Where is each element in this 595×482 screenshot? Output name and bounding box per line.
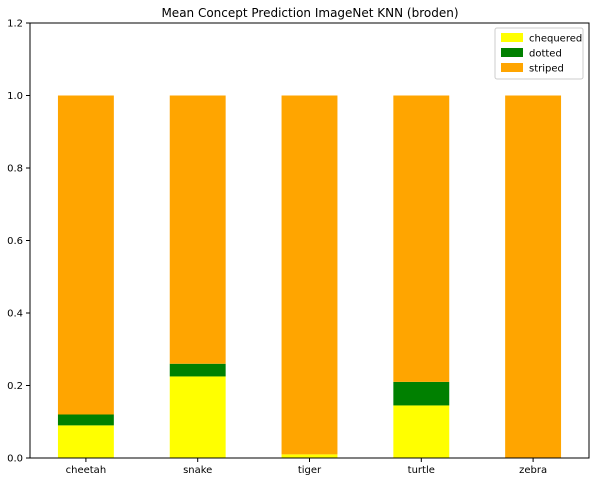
y-tick-label: 1.2 (7, 19, 23, 30)
bar-cheetah-striped (57, 95, 114, 415)
chart-title: Mean Concept Prediction ImageNet KNN (br… (161, 6, 458, 20)
y-tick-label: 0.4 (7, 309, 23, 320)
x-tick-label-cheetah: cheetah (66, 465, 107, 476)
bar-cheetah-chequered (57, 425, 114, 458)
legend-label-chequered: chequered (529, 34, 582, 45)
y-tick-label: 0.6 (7, 236, 23, 247)
bar-snake-dotted (169, 363, 226, 377)
legend-swatch-chequered (501, 33, 523, 42)
axes-group: 0.0 0.2 0.4 0.6 0.8 1.0 1.2 cheetah snake tiger tu… (7, 19, 590, 476)
bar-turtle-striped (393, 95, 450, 382)
bar-turtle-chequered (393, 405, 450, 458)
legend-swatch-dotted (501, 48, 523, 57)
bar-snake-striped (169, 95, 226, 364)
x-tick-label-turtle: turtle (408, 465, 435, 476)
legend-label-dotted: dotted (529, 49, 562, 60)
y-tick-label: 1.0 (7, 91, 23, 102)
bar-zebra-striped (505, 95, 562, 458)
y-tick-label: 0.2 (7, 381, 23, 392)
bars-group (57, 95, 562, 458)
legend: chequered dotted striped (494, 27, 584, 80)
y-tick-label: 0.0 (7, 454, 23, 465)
x-tick-label-snake: snake (183, 465, 212, 476)
bar-tiger-striped (281, 95, 338, 455)
bar-tiger-chequered (281, 454, 338, 458)
legend-swatch-striped (501, 63, 523, 72)
y-tick-label: 0.8 (7, 164, 23, 175)
x-tick-label-tiger: tiger (298, 465, 322, 476)
bar-turtle-dotted (393, 381, 450, 406)
legend-label-striped: striped (529, 64, 564, 75)
bar-cheetah-dotted (57, 414, 114, 426)
bar-snake-chequered (169, 376, 226, 458)
x-tick-label-zebra: zebra (519, 465, 547, 476)
